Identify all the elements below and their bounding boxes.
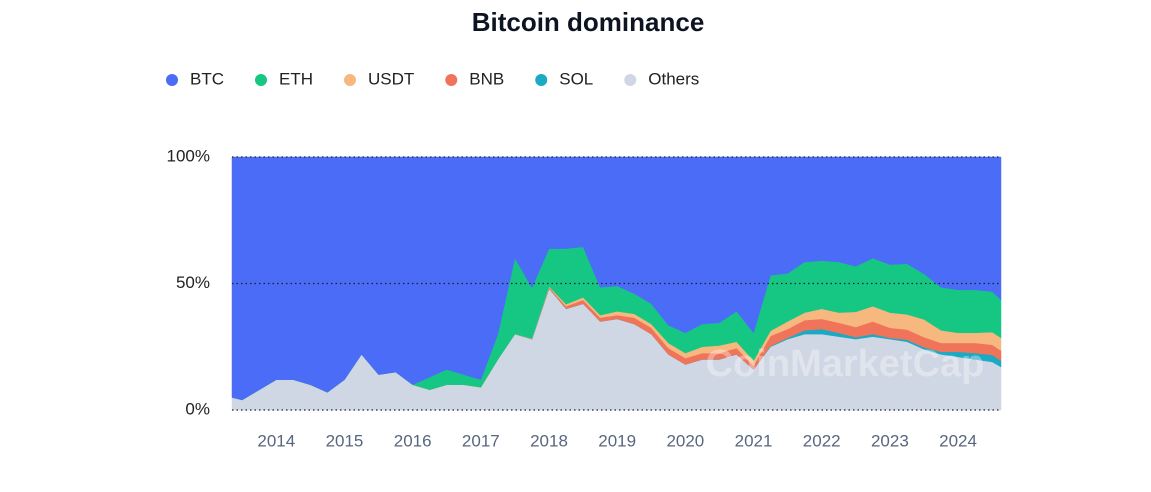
- x-tick-label: 2016: [394, 431, 432, 450]
- legend-marker: [166, 74, 178, 86]
- y-tick-label: 100%: [167, 146, 210, 165]
- x-tick-label: 2021: [735, 431, 773, 450]
- x-tick-label: 2019: [598, 431, 636, 450]
- y-tick-label: 0%: [185, 399, 210, 418]
- legend-label: ETH: [279, 69, 313, 88]
- legend-label: Others: [648, 69, 699, 88]
- x-tick-label: 2020: [666, 431, 704, 450]
- x-tick-label: 2024: [939, 431, 977, 450]
- legend-marker: [445, 74, 458, 86]
- legend-marker: [344, 74, 356, 86]
- legend-label: USDT: [368, 69, 414, 88]
- x-tick-label: 2018: [530, 431, 568, 450]
- watermark: CoinMarketCap: [706, 343, 985, 385]
- x-tick-label: 2014: [257, 431, 295, 450]
- x-tick-label: 2022: [803, 431, 841, 450]
- legend-label: BTC: [190, 69, 224, 88]
- legend-marker: [535, 74, 548, 86]
- x-tick-label: 2023: [871, 431, 909, 450]
- legend-label: SOL: [559, 69, 593, 88]
- legend-label: BNB: [469, 69, 504, 88]
- legend-marker: [624, 74, 637, 86]
- x-tick-label: 2017: [462, 431, 500, 450]
- area-0: [231, 156, 1002, 401]
- legend-marker: [255, 74, 267, 86]
- y-tick-label: 50%: [176, 273, 210, 292]
- x-tick-label: 2015: [326, 431, 364, 450]
- chart-title: Bitcoin dominance: [472, 7, 705, 37]
